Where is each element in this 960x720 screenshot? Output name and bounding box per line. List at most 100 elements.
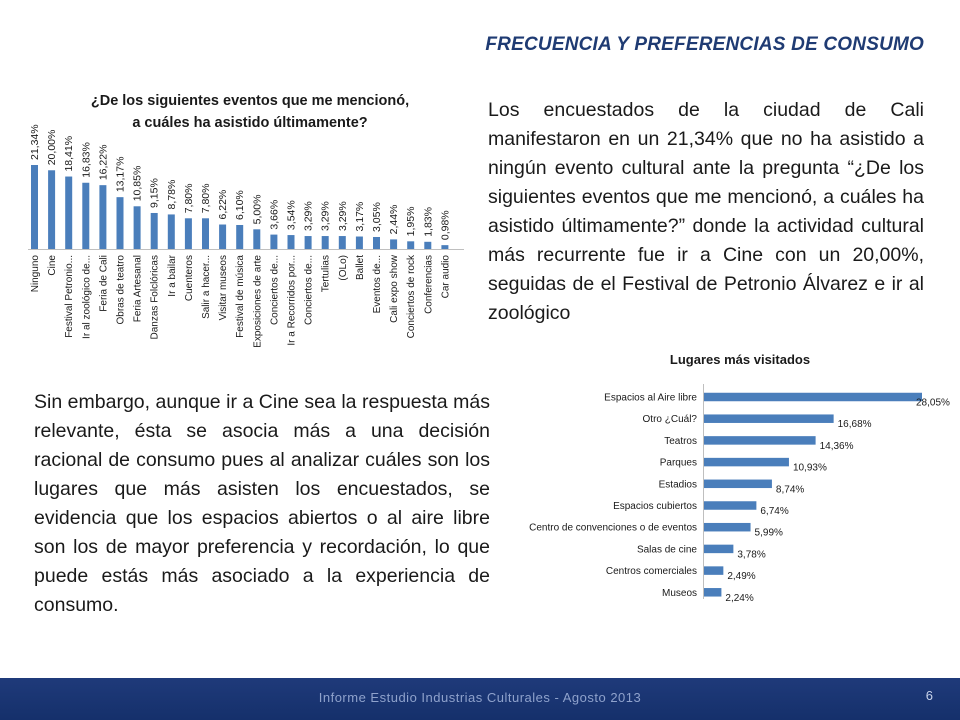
hbar-2: [704, 414, 834, 423]
chart1-title-line2: a cuáles ha asistido últimamente?: [132, 115, 368, 131]
bar-6: [116, 197, 124, 249]
chart2-title: Lugares más visitados: [669, 352, 811, 367]
data-label-1: 28,05%: [916, 398, 950, 409]
data-label-10: 2,24%: [725, 593, 753, 604]
category-label-24: Conferencias: [423, 255, 434, 314]
category-label-2: Cine: [47, 255, 58, 276]
bar-15: [270, 234, 278, 249]
category-label-1: Ninguno: [30, 255, 41, 293]
category-label-20: Ballet: [355, 255, 366, 280]
category-label-16: Ir a Recorridos por...: [287, 255, 298, 346]
data-label-1: 21,34%: [29, 124, 41, 160]
data-label-3: 14,36%: [820, 441, 854, 452]
footer-bar: Informe Estudio Industrias Culturales - …: [0, 678, 960, 720]
data-label-18: 3,29%: [320, 201, 332, 231]
bar-11: [202, 218, 209, 249]
bar-10: [184, 218, 192, 249]
chart1-title-line1: ¿De los siguientes eventos que me mencio…: [90, 93, 410, 109]
data-label-9: 2,49%: [727, 571, 755, 582]
bar-7: [133, 206, 141, 249]
category-label-14: Exposiciones de arte: [252, 255, 263, 348]
category-label-10: Museos: [662, 588, 697, 599]
hbar-5: [704, 479, 772, 489]
category-label-4: Ir al zoológico de...: [81, 255, 92, 339]
category-label-3: Teatros: [664, 436, 697, 447]
data-label-25: 0,98%: [439, 210, 451, 240]
bar-17: [304, 236, 312, 249]
category-label-7: Centro de convenciones o de eventos: [529, 523, 697, 534]
category-label-10: Cuenteros: [184, 255, 195, 301]
data-label-15: 3,66%: [268, 200, 280, 230]
category-label-2: Otro ¿Cuál?: [643, 414, 698, 425]
category-label-15: Conciertos de...: [269, 255, 280, 325]
category-label-7: Feria Artesanal: [133, 255, 144, 322]
data-label-5: 16,22%: [97, 145, 109, 181]
data-label-2: 20,00%: [46, 130, 58, 166]
data-label-4: 16,83%: [80, 142, 92, 178]
data-label-8: 3,78%: [737, 549, 765, 560]
category-label-25: Car audio: [440, 255, 451, 299]
category-label-12: Visitar museos: [218, 255, 229, 320]
category-label-9: Centros comerciales: [606, 566, 697, 577]
data-label-11: 7,80%: [200, 184, 212, 214]
data-label-14: 5,00%: [251, 195, 263, 225]
bar-16: [287, 235, 295, 249]
bar-5: [99, 185, 107, 249]
category-label-4: Parques: [660, 458, 697, 469]
footer-text: Informe Estudio Industrias Culturales - …: [318, 690, 642, 705]
data-label-3: 18,41%: [63, 136, 75, 172]
category-label-17: Conciertos de...: [304, 255, 315, 325]
category-label-6: Espacios cubiertos: [613, 501, 697, 512]
intro-paragraph: Los encuestados de la ciudad de Cali man…: [488, 99, 924, 324]
bar-1: [31, 165, 38, 249]
category-label-13: Festival de música: [235, 255, 246, 338]
data-label-6: 13,17%: [115, 157, 127, 193]
data-label-13: 6,10%: [234, 190, 246, 220]
bar-3: [65, 176, 73, 249]
category-label-22: Cali expo show: [389, 254, 400, 323]
category-label-23: Conciertos de rock: [406, 254, 417, 338]
category-label-9: Ir a bailar: [167, 254, 178, 296]
data-label-19: 3,29%: [337, 201, 349, 231]
bar-12: [219, 224, 227, 249]
category-label-8: Salas de cine: [637, 544, 697, 555]
hbar-4: [704, 457, 789, 467]
bar-21: [373, 236, 380, 249]
data-label-12: 6,22%: [217, 190, 229, 220]
bar-2: [48, 170, 56, 249]
data-label-23: 1,95%: [405, 207, 417, 237]
hbar-7: [704, 522, 751, 532]
category-label-8: Danzas Folclóricas: [150, 255, 161, 339]
data-label-8: 9,15%: [149, 178, 161, 208]
data-label-5: 8,74%: [776, 484, 804, 495]
data-label-9: 8,78%: [166, 180, 178, 210]
category-label-1: Espacios al Aire libre: [604, 393, 697, 404]
hbar-3: [704, 436, 816, 445]
bar-4: [82, 182, 90, 249]
bar-8: [150, 212, 158, 249]
page-number: 6: [925, 688, 933, 703]
data-label-21: 3,05%: [371, 202, 383, 232]
category-label-5: Estadios: [659, 479, 697, 490]
bar-9: [167, 214, 175, 249]
category-label-3: Festival Petronio...: [64, 255, 75, 338]
bar-14: [253, 229, 261, 249]
hbar-10: [704, 588, 722, 597]
data-label-4: 10,93%: [793, 463, 827, 474]
category-label-5: Feria de Cali: [98, 255, 109, 312]
data-label-22: 2,44%: [388, 205, 400, 235]
data-label-24: 1,83%: [422, 207, 434, 237]
data-label-7: 5,99%: [755, 528, 783, 539]
data-label-16: 3,54%: [286, 200, 298, 230]
bar-20: [355, 236, 363, 249]
bar-25: [441, 245, 449, 249]
data-label-7: 10,85%: [132, 166, 144, 202]
hbar-8: [704, 544, 734, 554]
category-label-18: Tertulias: [321, 255, 332, 292]
slide-title: FRECUENCIA Y PREFERENCIAS DE CONSUMO: [485, 34, 924, 55]
category-label-6: Obras de teatro: [116, 255, 127, 325]
category-label-11: Salir a hacer...: [201, 255, 212, 319]
bar-18: [321, 236, 329, 249]
